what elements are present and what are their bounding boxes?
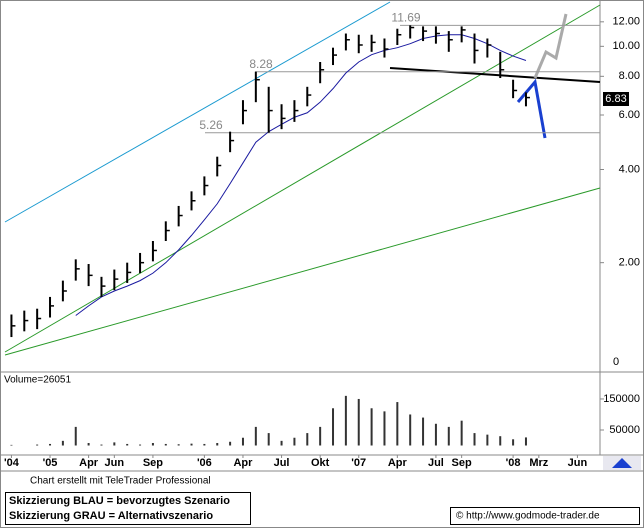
volume-bar	[113, 442, 116, 446]
volume-bar	[100, 444, 103, 446]
volume-label: Volume=26051	[4, 375, 71, 386]
volume-bar	[319, 426, 322, 446]
volume-bar	[139, 444, 142, 446]
volume-bar	[254, 426, 257, 446]
y-tick-label: 10.00	[612, 40, 640, 52]
volume-bar	[370, 408, 373, 446]
y-tick-label: 6.00	[619, 109, 640, 121]
scenario-blue	[516, 78, 547, 139]
x-tick-label: Okt	[311, 457, 330, 469]
volume-bar	[229, 441, 232, 446]
volume-bar	[383, 411, 386, 446]
level-label: 11.69	[391, 11, 420, 25]
level-label: 8.28	[249, 57, 273, 71]
volume-bar	[460, 420, 463, 446]
volume-bar	[190, 443, 193, 446]
x-tick-label: Jul	[274, 457, 290, 469]
x-tick-label: '07	[351, 457, 366, 469]
y-tick-label: 2.00	[619, 257, 640, 269]
x-tick-label: Jun	[568, 457, 588, 469]
x-tick-label: Sep	[143, 457, 163, 469]
x-tick-label: Jun	[105, 457, 125, 469]
volume-bar	[396, 402, 399, 446]
volume-bar	[344, 395, 347, 446]
volume-bar	[357, 398, 360, 446]
volume-bar	[422, 417, 425, 446]
volume-bar	[473, 433, 476, 446]
volume-bar	[332, 408, 335, 446]
y-tick-label: 0	[613, 356, 619, 368]
trend-line	[4, 1, 391, 223]
logo	[612, 458, 632, 468]
y-tick-label: 4.00	[619, 163, 640, 175]
x-tick-label: Apr	[233, 457, 253, 469]
x-tick-label: '05	[43, 457, 58, 469]
y-tick-label: 50000	[609, 424, 640, 436]
scenario-grey	[533, 13, 568, 79]
volume-bar	[486, 434, 489, 446]
x-tick-label: Mrz	[529, 457, 548, 469]
volume-bar	[499, 436, 502, 446]
volume-bar	[203, 443, 206, 446]
x-tick-label: '06	[197, 457, 212, 469]
volume-bar	[409, 414, 412, 446]
trend-line	[4, 187, 601, 356]
y-tick-label: 8.00	[619, 70, 640, 82]
volume-bar	[241, 437, 244, 446]
copyright-box	[450, 507, 640, 525]
current-price: 6.83	[605, 93, 626, 105]
volume-bar	[512, 439, 515, 446]
volume-bar	[164, 443, 167, 446]
y-tick-label: 12.00	[612, 16, 640, 28]
moving-average	[75, 34, 527, 316]
legend-entry: Skizzierung GRAU = Alternativszenario	[9, 510, 213, 522]
price-box	[603, 92, 629, 106]
volume-bar	[267, 433, 270, 446]
volume-bar	[126, 443, 129, 446]
volume-bar	[10, 444, 13, 446]
x-tick-label: Apr	[388, 457, 408, 469]
level-label: 5.26	[199, 118, 223, 132]
x-tick-label: '04	[4, 457, 20, 469]
legend-entry: Skizzierung BLAU = bevorzugtes Szenario	[9, 495, 230, 507]
copyright: © http://www.godmode-trader.de	[456, 511, 600, 522]
volume-bar	[447, 426, 450, 446]
x-tick-label: Jul	[428, 457, 444, 469]
volume-bar	[293, 437, 296, 446]
legend-box	[5, 492, 251, 525]
x-tick-label: '08	[506, 457, 521, 469]
volume-bar	[177, 444, 180, 446]
volume-bar	[524, 437, 527, 446]
volume-bar	[36, 444, 39, 446]
x-tick-label: Apr	[79, 457, 99, 469]
x-tick-label: Sep	[452, 457, 472, 469]
volume-bar	[61, 440, 64, 446]
neckline	[389, 67, 601, 83]
volume-bar	[151, 443, 154, 446]
volume-bar	[49, 443, 52, 446]
volume-bar	[74, 426, 77, 446]
credit: Chart erstellt mit TeleTrader Profession…	[30, 476, 211, 487]
volume-bar	[216, 443, 219, 446]
volume-bar	[434, 423, 437, 446]
volume-bar	[280, 440, 283, 446]
volume-bar	[306, 433, 309, 446]
volume-bar	[87, 443, 90, 446]
y-tick-label: 150000	[603, 393, 640, 405]
